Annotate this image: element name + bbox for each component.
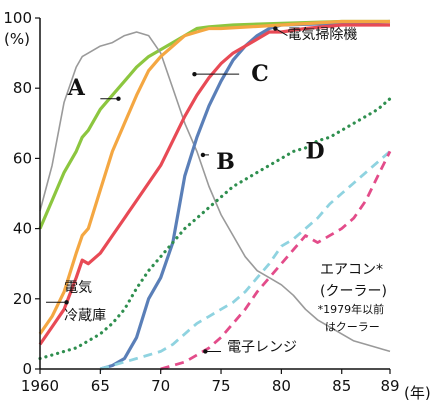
series-line-series-5: [38, 23, 390, 346]
axis-layer: (%) (年) 0 20 40 60 80 100 1960 65 70 75 80 85 89: [3, 9, 430, 402]
annotation-label: A: [67, 75, 86, 101]
annotation-label: 電気: [64, 280, 92, 296]
x-tick-label: 80: [272, 377, 291, 395]
annotation-label: C: [251, 61, 269, 87]
annotation-label: *1979年以前: [318, 302, 385, 316]
series-layer: [38, 19, 392, 371]
annotation-label: 電子レンジ: [227, 339, 297, 355]
leader-dot: [192, 71, 197, 77]
y-tick-label: 80: [13, 79, 32, 97]
x-tick-label: 70: [151, 377, 170, 395]
series-line-c: [99, 19, 391, 371]
annotation-label: 電気掃除機: [287, 26, 357, 43]
y-tick-label: 20: [13, 290, 32, 308]
series-line-d: [38, 97, 392, 361]
annotation-label: 冷蔵庫: [64, 307, 106, 324]
y-tick-label: 100: [3, 9, 32, 27]
leader-dot: [64, 300, 69, 305]
leader-dot: [200, 152, 206, 158]
series-line-b: [39, 31, 391, 353]
series-line-series-6: [99, 150, 391, 371]
x-tick-label: 85: [332, 377, 351, 395]
y-tick-label: 40: [13, 220, 32, 238]
y-axis-label: (%): [4, 30, 30, 48]
x-tick-label: 65: [91, 377, 110, 395]
series-line-series-4: [38, 19, 390, 335]
annotation-label: (クーラー): [320, 283, 387, 299]
annotation-label: はクーラー: [325, 320, 380, 333]
leader-line: [275, 28, 288, 36]
leader-dot: [203, 349, 208, 354]
x-tick-label: 1960: [21, 377, 59, 395]
series-line-series-7: [160, 150, 392, 371]
leader-dot: [116, 96, 121, 101]
x-tick-label: 75: [211, 377, 230, 395]
annotation-label: エアコン*: [320, 262, 383, 278]
annotation-label: B: [216, 149, 235, 175]
x-tick-label: 89: [380, 377, 399, 395]
y-tick-label: 0: [22, 360, 32, 378]
annotation-label: D: [306, 138, 325, 164]
series-line-a: [38, 19, 390, 230]
x-axis-label: (年): [404, 384, 431, 402]
leader-dot: [273, 26, 278, 31]
y-tick-label: 60: [13, 149, 32, 167]
